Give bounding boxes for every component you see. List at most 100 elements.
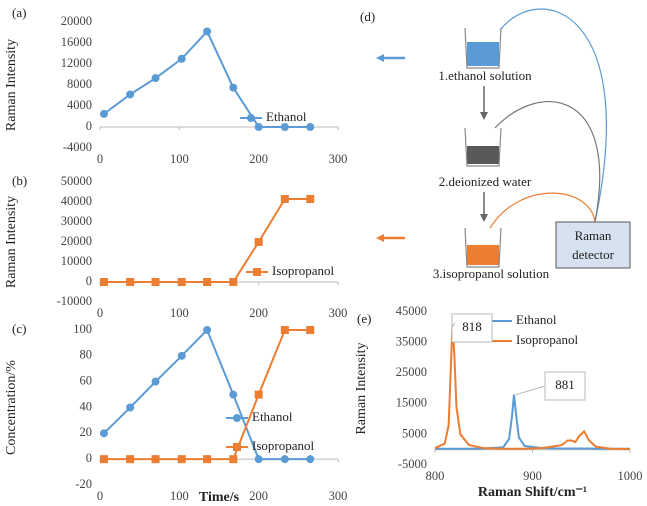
y-tick-label: -20: [75, 477, 92, 491]
diagram: (d) 1.ethanol solution 2.deionized water…: [360, 8, 631, 281]
marker: [280, 455, 289, 464]
arrow-head: [480, 214, 488, 222]
marker: [254, 390, 263, 399]
chart: (b) -10000 0 10000 20000 30000 40000 50000 0 100 2…: [4, 173, 347, 320]
x-tick-label: 200: [249, 306, 268, 320]
y-axis-title: Raman Intensity: [4, 196, 19, 288]
marker: [229, 455, 238, 464]
y-tick-label: -10000: [57, 294, 92, 308]
y-tick-label: 0: [86, 274, 92, 288]
marker: [229, 390, 238, 399]
marker: [126, 403, 135, 412]
connector: [494, 101, 601, 223]
y-tick-label: 45000: [396, 304, 427, 318]
arrow-head: [376, 234, 384, 242]
y-tick-label: 12000: [61, 56, 92, 70]
marker: [306, 123, 315, 131]
marker: [254, 455, 263, 464]
x-tick-label: 0: [97, 152, 103, 166]
chart: (c) -20 0 20 40 60 80 100 0 100 200 300 Concentratio…: [4, 321, 347, 505]
legend-label: Isopropanol: [272, 263, 334, 278]
marker: [203, 278, 212, 286]
marker: [99, 429, 108, 438]
x-axis-title: Raman Shift/cm⁻¹: [478, 485, 587, 500]
x-tick-label: 200: [249, 489, 268, 503]
marker: [306, 195, 315, 203]
marker: [254, 123, 263, 131]
step-label: 1.ethanol solution: [438, 68, 532, 83]
x-tick-label: 800: [426, 469, 445, 483]
y-tick-label: 4000: [67, 98, 92, 112]
beaker: [464, 27, 502, 69]
legend-marker: [233, 414, 241, 422]
y-tick-label: 0: [86, 119, 92, 133]
series-line: [435, 394, 630, 450]
marker: [126, 455, 135, 464]
marker: [203, 326, 212, 334]
marker: [203, 27, 212, 36]
marker: [177, 351, 186, 360]
chart: (a) -4000 0 4000 8000 12000 16000 20000 0 100 200 3…: [4, 5, 347, 166]
marker: [306, 326, 315, 334]
y-tick-label: 16000: [61, 35, 92, 49]
panel-label: (c): [12, 321, 26, 336]
marker: [151, 455, 160, 464]
y-tick-label: 80: [80, 348, 93, 362]
y-tick-label: 8000: [67, 77, 92, 91]
detector-label: detector: [572, 247, 615, 262]
y-tick-label: 5000: [402, 426, 427, 440]
legend-label: Ethanol: [252, 409, 293, 424]
marker: [254, 238, 263, 246]
annotation: 881: [555, 377, 575, 392]
legend-marker: [233, 443, 241, 451]
connector: [489, 192, 596, 229]
marker: [99, 109, 108, 118]
y-tick-label: 20000: [61, 14, 92, 28]
legend-marker: [247, 114, 255, 122]
x-tick-label: 300: [329, 489, 348, 503]
y-tick-label: 20: [80, 425, 93, 439]
marker: [280, 195, 289, 203]
x-tick-label: 900: [523, 469, 542, 483]
detector-box: [555, 221, 631, 269]
x-tick-label: 100: [170, 489, 189, 503]
marker: [177, 278, 186, 286]
marker: [126, 90, 135, 99]
panel-label: (a): [12, 5, 26, 20]
beaker: [464, 227, 502, 268]
marker: [151, 377, 160, 386]
y-tick-label: 0: [86, 451, 92, 465]
marker: [280, 326, 289, 334]
legend-label: Ethanol: [516, 312, 557, 327]
beaker: [464, 127, 502, 167]
x-tick-label: 100: [170, 306, 189, 320]
legend-label: Ethanol: [266, 109, 307, 124]
x-tick-label: 0: [97, 306, 103, 320]
y-axis-title: Raman Intensity: [354, 342, 369, 434]
x-tick-label: 1000: [618, 469, 643, 483]
x-tick-label: 200: [249, 152, 268, 166]
y-axis-title: Concentration/%: [4, 360, 19, 455]
y-tick-label: 15000: [396, 396, 427, 410]
panel-label: (e): [357, 311, 371, 326]
marker: [99, 278, 108, 286]
y-tick-label: 20000: [61, 234, 92, 248]
panel-label: (b): [12, 173, 27, 188]
y-axis-title: Raman Intensity: [4, 39, 19, 131]
y-tick-label: 25000: [396, 365, 427, 379]
panel-label: (d): [360, 9, 375, 24]
connector: [499, 8, 607, 223]
marker: [151, 74, 160, 83]
marker: [177, 54, 186, 63]
y-tick-label: 30000: [61, 214, 92, 228]
x-tick-label: 300: [329, 152, 348, 166]
detector-label: Raman: [575, 228, 612, 243]
y-tick-label: 35000: [396, 334, 427, 348]
x-tick-label: 100: [170, 152, 189, 166]
x-tick-label: 0: [97, 489, 103, 503]
y-tick-label: 60: [80, 374, 93, 388]
marker: [306, 455, 315, 464]
marker: [229, 278, 238, 286]
chart: (e) -5000 5000 15000 25000 35000 45000 800 900 10…: [354, 304, 642, 500]
